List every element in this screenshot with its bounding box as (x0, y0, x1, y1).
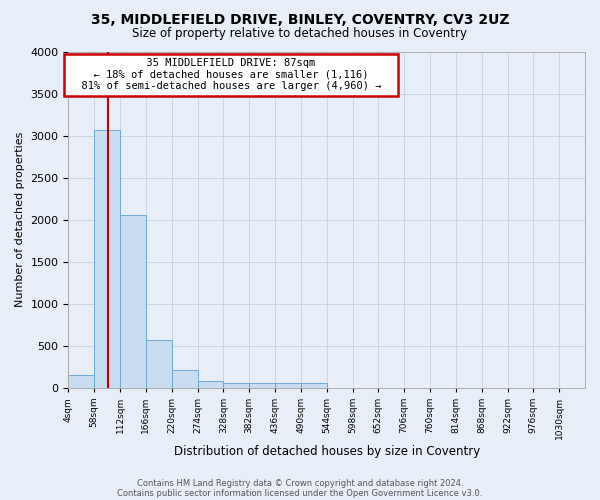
Bar (301, 383, 327, 388)
Text: Contains public sector information licensed under the Open Government Licence v3: Contains public sector information licen… (118, 488, 482, 498)
Bar (120, 214, 146, 388)
Text: Size of property relative to detached houses in Coventry: Size of property relative to detached ho… (133, 28, 467, 40)
Text: 35, MIDDLEFIELD DRIVE, BINLEY, COVENTRY, CV3 2UZ: 35, MIDDLEFIELD DRIVE, BINLEY, COVENTRY,… (91, 12, 509, 26)
Bar (249, 383, 275, 388)
Bar (197, 382, 223, 388)
Bar (275, 383, 301, 388)
Bar (68, 375, 94, 388)
Y-axis label: Number of detached properties: Number of detached properties (15, 132, 25, 308)
Bar (146, 340, 172, 388)
Text: 35 MIDDLEFIELD DRIVE: 87sqm  
  ← 18% of detached houses are smaller (1,116)  
 : 35 MIDDLEFIELD DRIVE: 87sqm ← 18% of det… (68, 58, 394, 92)
Text: Contains HM Land Registry data © Crown copyright and database right 2024.: Contains HM Land Registry data © Crown c… (137, 478, 463, 488)
Bar (94, 130, 120, 388)
X-axis label: Distribution of detached houses by size in Coventry: Distribution of detached houses by size … (173, 444, 480, 458)
Bar (172, 370, 197, 388)
Bar (223, 383, 249, 388)
